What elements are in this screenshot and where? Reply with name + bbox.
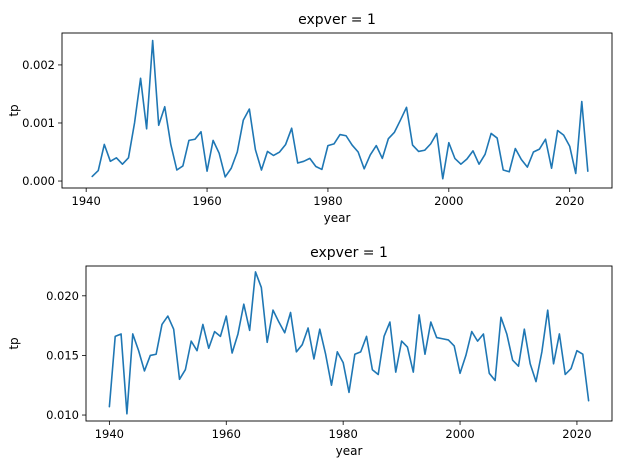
x-tick-label: 2020 (562, 427, 591, 441)
y-tick-label: 0.010 (46, 408, 79, 422)
ticks-group: 1940 1960 1980 2000 2020 0.010 0.015 0.020 (46, 289, 592, 441)
subplot-bottom: expver = 1 year tp 1940 1960 1980 2000 2020 0… (7, 245, 613, 458)
x-axis-label: year (324, 211, 351, 225)
plot-area-frame (61, 32, 613, 189)
y-tick-label: 0.001 (22, 116, 55, 130)
ticks-group: 1940 1960 1980 2000 2020 0.000 0.001 0.002 (22, 58, 584, 208)
x-tick-label: 2000 (434, 194, 463, 208)
plot-area-frame (85, 265, 613, 422)
y-tick-label: 0.002 (22, 58, 55, 72)
series-line (91, 39, 589, 180)
y-tick-label: 0.015 (46, 348, 79, 362)
y-tick-label: 0.000 (22, 174, 55, 188)
y-tick-label: 0.020 (46, 289, 79, 303)
y-axis-label: tp (7, 104, 21, 116)
x-tick-label: 1940 (95, 427, 124, 441)
chart-title: expver = 1 (310, 245, 388, 261)
x-tick-label: 2000 (445, 427, 474, 441)
subplot-top: expver = 1 year tp 1940 1960 1980 2000 2020 0… (7, 12, 613, 225)
x-tick-label: 1960 (192, 194, 221, 208)
x-tick-label: 1940 (72, 194, 101, 208)
x-axis-label: year (336, 444, 363, 458)
x-tick-label: 2020 (555, 194, 584, 208)
chart-title: expver = 1 (298, 12, 376, 28)
x-tick-label: 1960 (212, 427, 241, 441)
y-axis-label: tp (7, 337, 21, 349)
x-tick-label: 1980 (313, 194, 342, 208)
series-line (108, 271, 590, 415)
x-tick-label: 1980 (329, 427, 358, 441)
